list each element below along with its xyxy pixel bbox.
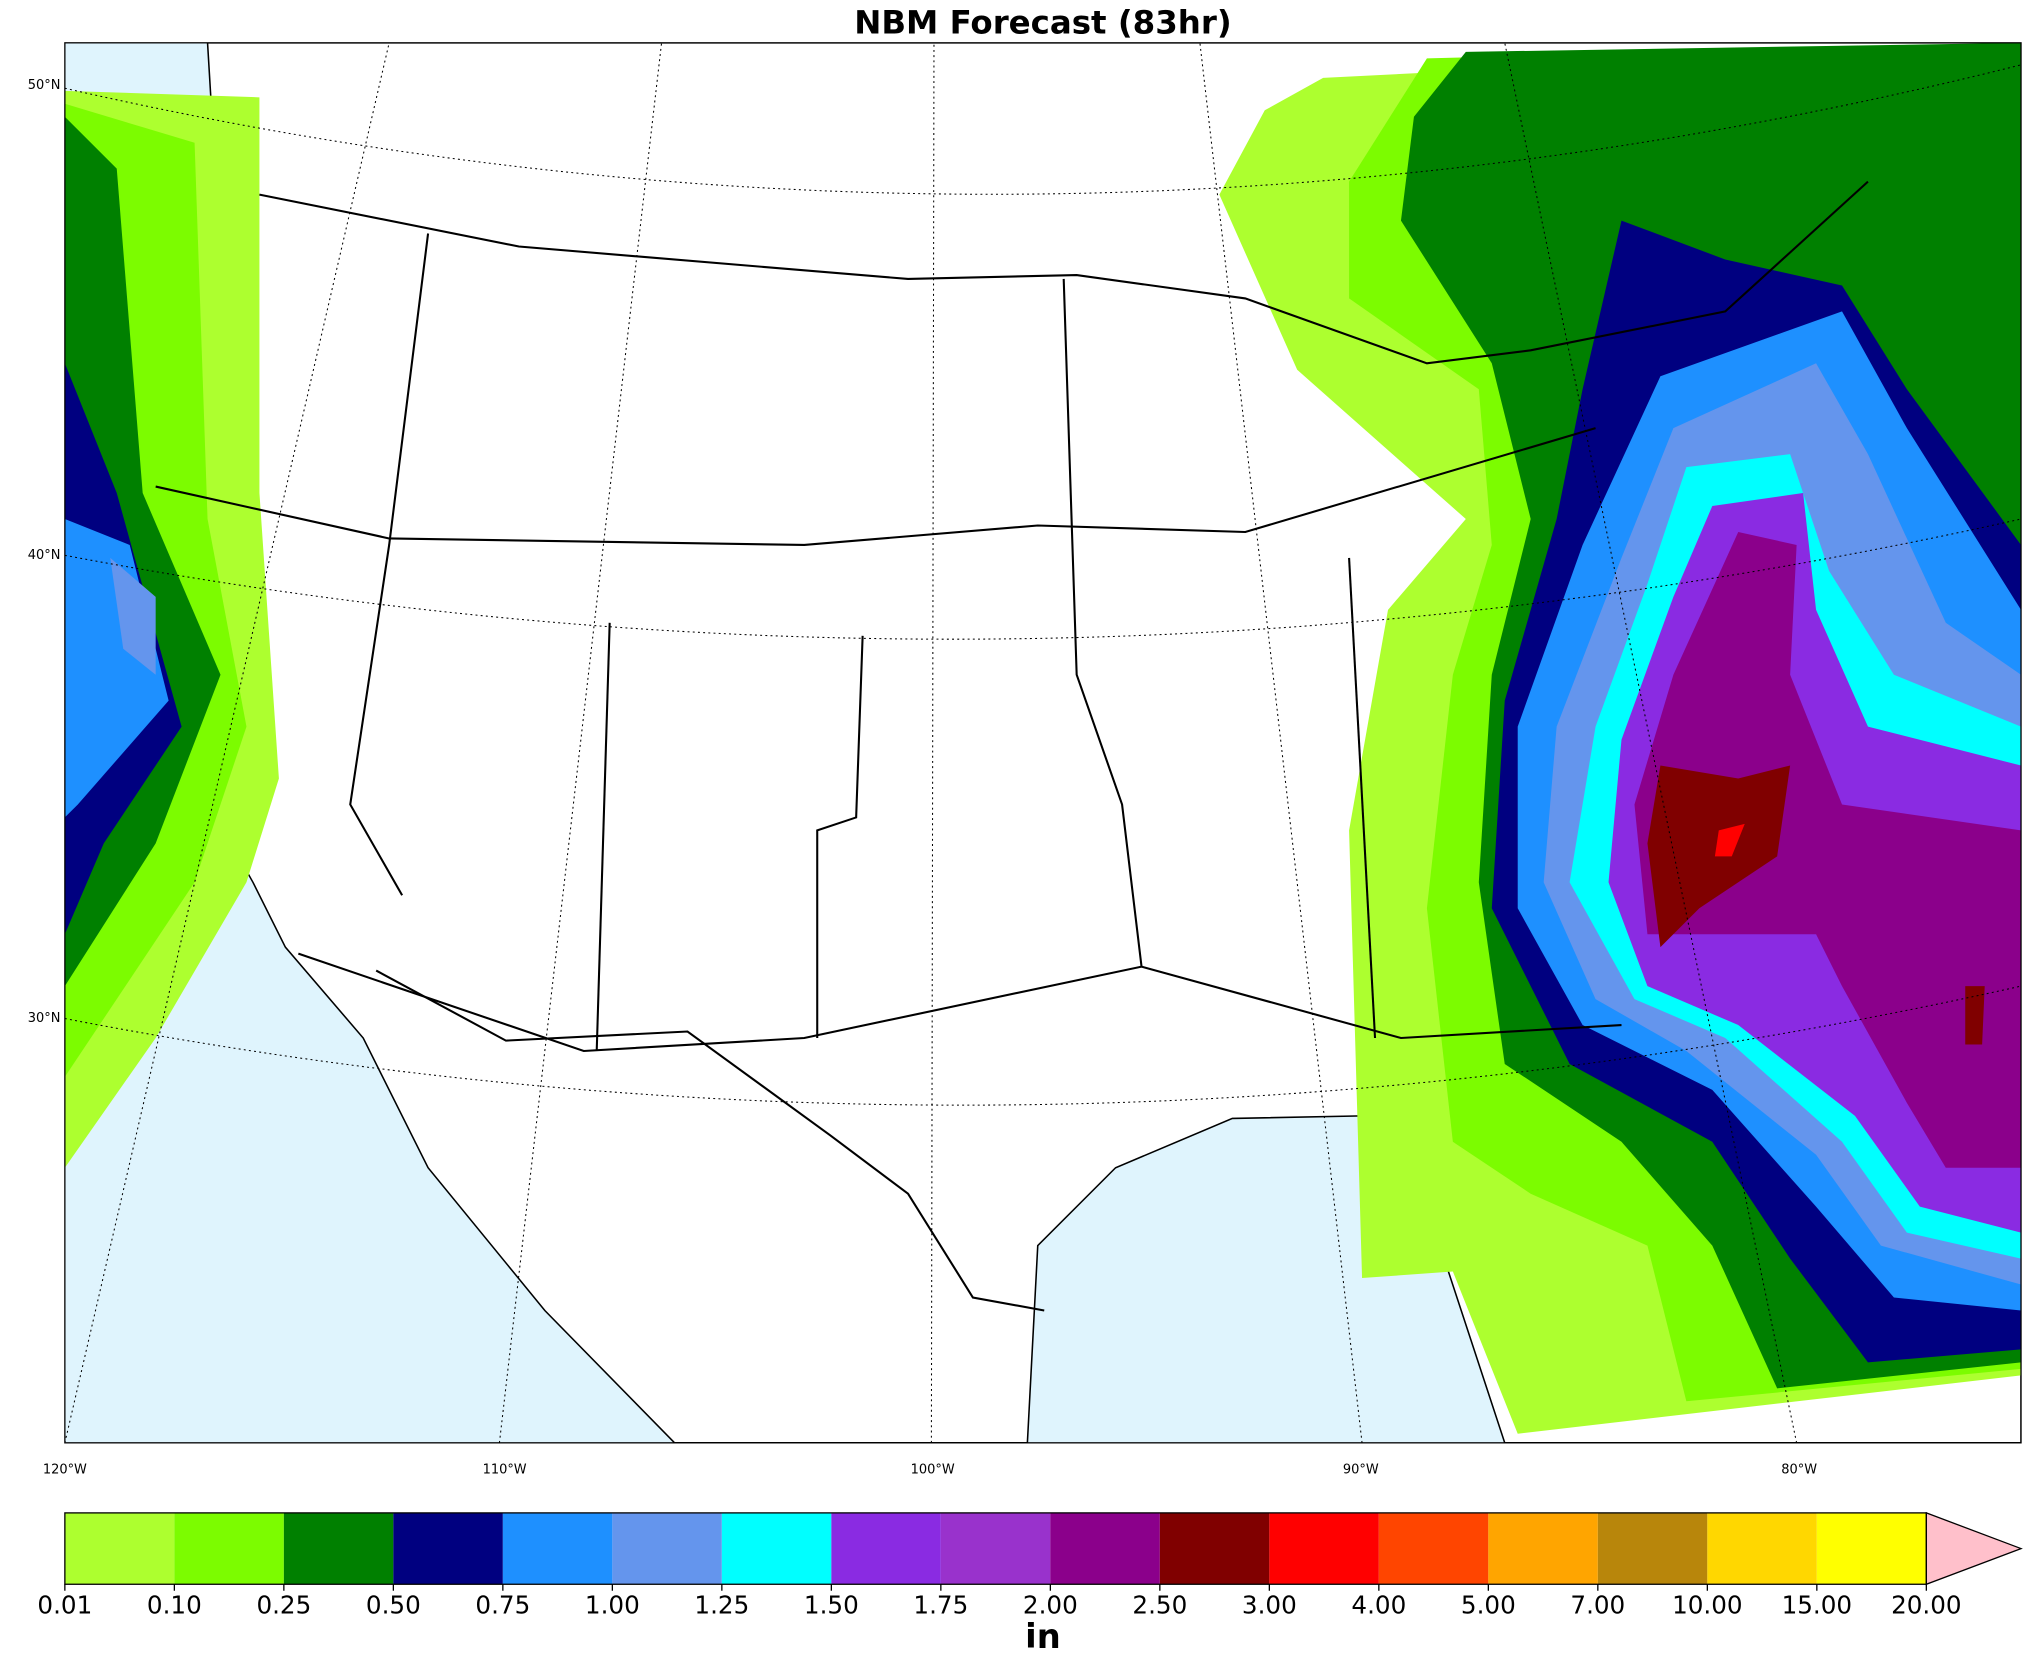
colorbar-tick-label: 0.75 [475,1590,530,1619]
colorbar-tick-label: 7.00 [1570,1590,1625,1619]
colorbar-bin [174,1512,284,1585]
lat-labels: 50°N 40°N 30°N [28,78,61,1026]
colorbar-tick-label: 2.00 [1023,1590,1078,1619]
colorbar-tick-label: 3.00 [1242,1590,1297,1619]
colorbar-frame [64,1512,1927,1585]
precip-west [64,90,279,1168]
colorbar-tick-label: 10.00 [1672,1590,1742,1619]
colorbar-tick-label: 20.00 [1891,1590,1961,1619]
state-borders [155,180,1869,1312]
colorbar-bin [1269,1512,1379,1585]
lon-label: 110°W [483,1463,527,1478]
title: NBM Forecast (83hr) [854,4,1231,42]
colorbar-bin [1488,1512,1598,1585]
lon-label: 80°W [1781,1463,1817,1478]
colorbar: 0.01 0.10 0.25 0.50 0.75 1.00 1.25 1.50 1.75 2.00… [37,1511,2023,1619]
map-frame [64,42,2022,1444]
lon-label: 90°W [1343,1463,1379,1478]
colorbar-bin [831,1512,941,1585]
colorbar-bin [721,1512,832,1585]
colorbar-tick-label: 0.01 [37,1590,92,1619]
colorbar-tick-label: 1.25 [694,1590,749,1619]
colorbar-tick-label: 0.25 [256,1590,311,1619]
colorbar-tick-label: 1.75 [913,1590,968,1619]
colorbar-tick-label: 0.50 [366,1590,421,1619]
colorbar-tick-label: 1.50 [804,1590,859,1619]
lat-label: 30°N [28,1011,61,1026]
lon-labels: 120°W 110°W 100°W 90°W 80°W [43,1463,1817,1478]
colorbar-bin [393,1512,503,1585]
precip-east [1219,42,2022,1434]
graticule [64,42,2022,1443]
colorbar-bin [612,1512,722,1585]
colorbar-tick-label: 15.00 [1782,1590,1852,1619]
colorbar-tick-label: 4.00 [1351,1590,1406,1619]
colorbar-bin [940,1512,1051,1585]
colorbar-bin [1378,1512,1489,1585]
colorbar-tick-label: 2.50 [1132,1590,1187,1619]
colorbar-tick-label: 1.00 [585,1590,640,1619]
lon-label: 120°W [43,1463,87,1478]
colorbar-bin [1159,1512,1270,1585]
colorbar-bin [1050,1512,1160,1585]
lat-label: 50°N [28,78,61,93]
colorbar-bin [1597,1512,1708,1585]
colorbar-bin [64,1512,175,1585]
colorbar-bin [502,1512,613,1585]
colorbar-bin [1707,1512,1817,1585]
colorbar-tick-label: 5.00 [1461,1590,1516,1619]
colorbar-bin [283,1512,394,1585]
colorbar-tick-label: 0.10 [147,1590,202,1619]
colorbar-extend [1925,1511,2023,1586]
lat-label: 40°N [28,548,61,563]
colorbar-bin [1816,1512,1927,1585]
map: 50°N 40°N 30°N 120°W 110°W 100°W 90°W 80… [28,42,2022,1478]
colorbar-label: in [1025,1617,1061,1656]
lon-label: 100°W [911,1463,955,1478]
